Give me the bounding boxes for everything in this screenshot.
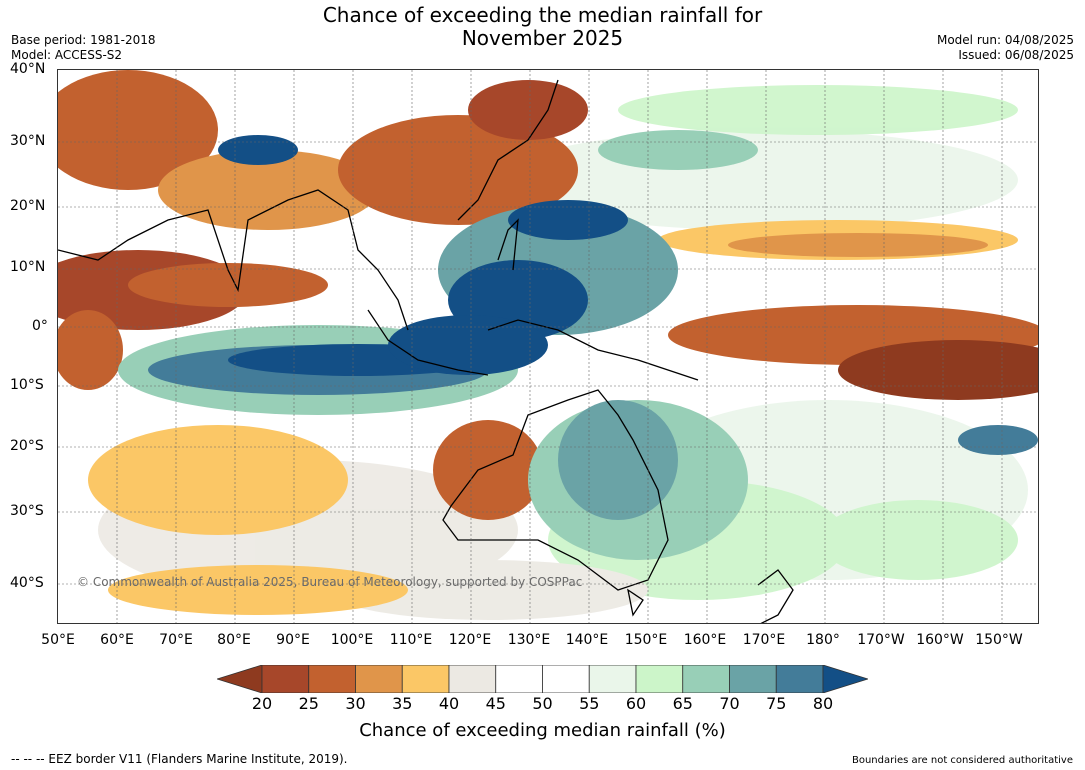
colorbar-tick-label: 20 — [251, 694, 273, 713]
lat-label-10s: 10°S — [10, 377, 44, 393]
lat-label-20s: 20°S — [10, 438, 44, 454]
wet-regions — [118, 130, 1038, 560]
colorbar-tick-label: 55 — [579, 694, 600, 713]
colorbar-box — [261, 665, 310, 693]
title-line-2: November 2025 — [461, 26, 624, 50]
colorbar-tick-label: 80 — [812, 694, 834, 713]
lat-label-40n: 40°N — [10, 61, 46, 77]
colorbar-box — [588, 665, 637, 693]
issued-date: Issued: 06/08/2025 — [958, 48, 1074, 62]
map-title: Chance of exceeding the median rainfall … — [0, 4, 1085, 50]
colorbar-box — [542, 665, 590, 693]
colorbar-box — [729, 665, 777, 693]
colorbar-label: Chance of exceeding median rainfall (%) — [359, 720, 726, 741]
lat-label-10n: 10°N — [10, 259, 46, 275]
colorbar-segments — [217, 665, 868, 693]
lon-label-160e: 160°E — [683, 632, 727, 648]
lon-label-100e: 100°E — [330, 632, 374, 648]
colorbar-box — [495, 665, 543, 693]
colorbar-tick-label: 70 — [719, 694, 740, 713]
colorbar-tick-label: 40 — [438, 694, 460, 713]
colorbar-tick-label: 25 — [298, 694, 319, 713]
lon-label-70e: 70°E — [159, 632, 193, 648]
graticule — [58, 70, 1038, 623]
lon-label-50e: 50°E — [41, 632, 75, 648]
lon-label-180: 180° — [806, 632, 840, 648]
coastlines — [58, 79, 794, 623]
lat-label-40s: 40°S — [10, 575, 44, 591]
colorbar-tick-label: 45 — [485, 694, 506, 713]
meta-right: Model run: 04/08/2025 Issued: 06/08/2025 — [937, 33, 1074, 63]
colorbar-box — [682, 665, 730, 693]
lon-label-60e: 60°E — [100, 632, 134, 648]
lon-label-140e: 140°E — [565, 632, 609, 648]
colorbar-box — [448, 665, 497, 693]
lon-label-110e: 110°E — [389, 632, 433, 648]
lat-label-0: 0° — [32, 318, 48, 334]
colorbar-tick-label: 65 — [672, 694, 693, 713]
colorbar-extend-high — [822, 665, 868, 693]
lon-label-170w: 170°W — [857, 632, 905, 648]
colorbar-tick-label: 30 — [345, 694, 366, 713]
colorbar-tick-label: 75 — [766, 694, 787, 713]
model-name: Model: ACCESS-S2 — [11, 48, 123, 62]
lon-label-90e: 90°E — [276, 632, 310, 648]
lon-label-150e: 150°E — [624, 632, 668, 648]
colorbar-tick-label: 50 — [532, 694, 553, 713]
base-period: Base period: 1981-2018 — [11, 33, 156, 47]
lon-label-130e: 130°E — [507, 632, 551, 648]
meta-left: Base period: 1981-2018 Model: ACCESS-S2 — [11, 33, 156, 63]
lat-label-30s: 30°S — [10, 503, 44, 519]
map-canvas — [58, 70, 1038, 623]
lon-label-80e: 80°E — [217, 632, 251, 648]
colorbar-tick-label: 35 — [392, 694, 413, 713]
lon-label-170e: 170°E — [742, 632, 786, 648]
eez-legend: -- -- -- EEZ border V11 (Flanders Marine… — [11, 752, 348, 766]
dry-regions — [58, 70, 1038, 615]
colorbar-box — [401, 665, 450, 693]
colorbar-tick-label: 60 — [625, 694, 647, 713]
lon-label-160w: 160°W — [916, 632, 964, 648]
model-run: Model run: 04/08/2025 — [936, 33, 1074, 47]
colorbar-box — [775, 665, 824, 693]
lat-label-20n: 20°N — [10, 198, 46, 214]
lon-label-120e: 120°E — [448, 632, 492, 648]
colorbar — [217, 665, 868, 693]
boundaries-disclaimer: Boundaries are not considered authoritat… — [851, 755, 1073, 766]
lat-label-30n: 30°N — [10, 133, 46, 149]
colorbar-extend-low — [217, 665, 263, 693]
rainfall-map — [57, 69, 1039, 624]
copyright-notice: © Commonwealth of Australia 2025, Bureau… — [77, 575, 583, 589]
colorbar-box — [355, 665, 403, 693]
lon-label-150w: 150°W — [975, 632, 1023, 648]
colorbar-box — [635, 665, 684, 693]
colorbar-box — [308, 665, 356, 693]
title-line-1: Chance of exceeding the median rainfall … — [322, 3, 763, 27]
